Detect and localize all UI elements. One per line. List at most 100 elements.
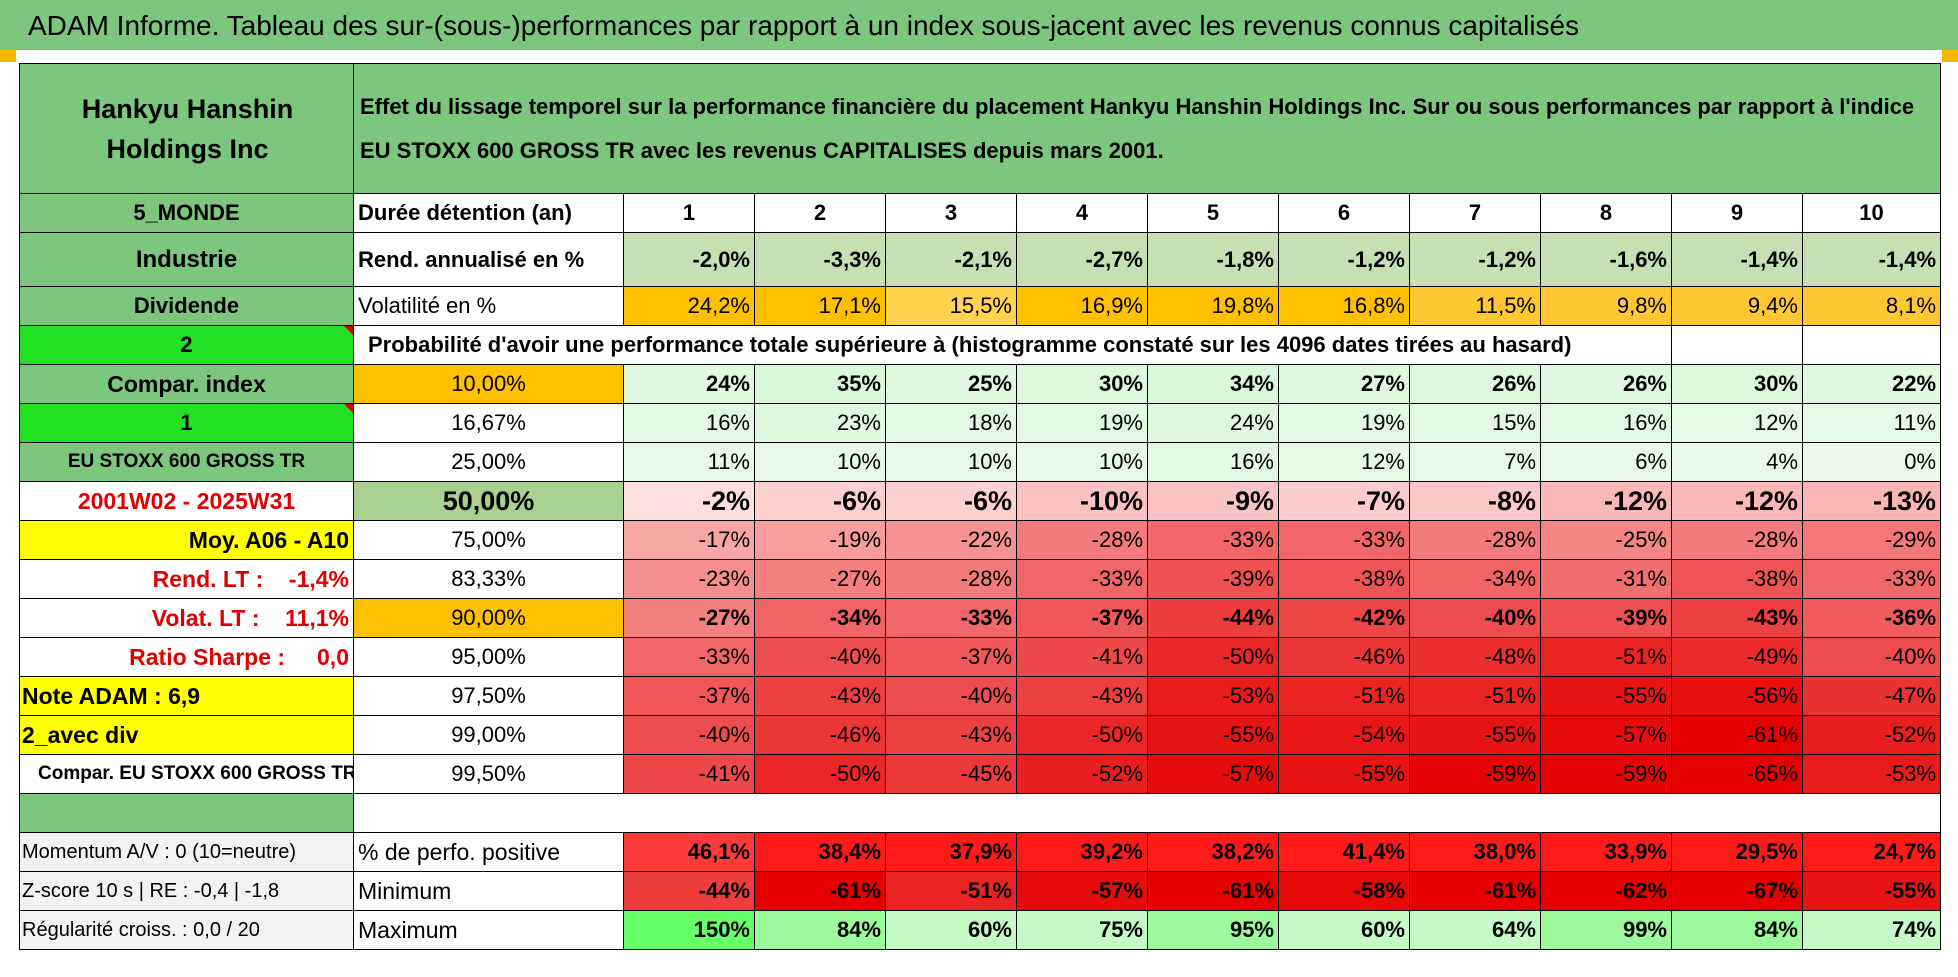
year-header: 4 <box>1016 193 1148 233</box>
stat-value-min: -61% <box>754 871 886 911</box>
probability-value: -57% <box>1147 754 1279 794</box>
vol-value: 16,9% <box>1016 286 1148 326</box>
sidebar-num2[interactable]: 1 <box>19 403 354 443</box>
probability-value: 10% <box>1016 442 1148 482</box>
spacer-cell <box>19 793 354 833</box>
vol-value: 8,1% <box>1801 286 1942 326</box>
stat-momentum: Momentum A/V : 0 (10=neutre) <box>19 832 354 872</box>
probability-value: -47% <box>1801 676 1942 716</box>
probability-value: -28% <box>1016 520 1148 560</box>
probability-value: 4% <box>1671 442 1803 482</box>
stat-value-pct-pos: 37,9% <box>885 832 1017 872</box>
probability-value: 25% <box>885 364 1017 404</box>
probability-value: -8% <box>1409 481 1541 521</box>
stat-value-pct-pos: 41,4% <box>1278 832 1410 872</box>
stat-value-max: 84% <box>1671 910 1803 950</box>
stat-value-max: 150% <box>623 910 755 950</box>
probability-value: -46% <box>754 715 886 755</box>
probability-value: 30% <box>1671 364 1803 404</box>
probability-value: -57% <box>1540 715 1672 755</box>
probability-value: -53% <box>1801 754 1942 794</box>
probability-value: 23% <box>754 403 886 443</box>
stat-value-max: 95% <box>1147 910 1279 950</box>
year-header: 8 <box>1540 193 1672 233</box>
threshold-cell: 99,50% <box>353 754 624 794</box>
year-header: 7 <box>1409 193 1541 233</box>
stat-value-max: 64% <box>1409 910 1541 950</box>
probability-value: -29% <box>1801 520 1942 560</box>
rend-value: -1,4% <box>1671 232 1803 287</box>
probability-value: -33% <box>1801 559 1942 599</box>
corner-marker-left <box>0 50 16 62</box>
probability-value: -23% <box>623 559 755 599</box>
probability-value: -37% <box>885 637 1017 677</box>
probability-value: 15% <box>1409 403 1541 443</box>
table-description: Effet du lissage temporel sur la perform… <box>352 63 1942 194</box>
probability-value: -51% <box>1540 637 1672 677</box>
probability-value: 26% <box>1540 364 1672 404</box>
probability-value: -49% <box>1671 637 1803 677</box>
probability-value: -13% <box>1801 481 1942 521</box>
selector-cell-2[interactable]: 2 <box>19 325 354 365</box>
sidebar-compar: Compar. EU STOXX 600 GROSS TR <box>19 754 354 794</box>
vol-value: 16,8% <box>1278 286 1410 326</box>
probability-value: -22% <box>885 520 1017 560</box>
probability-value: -33% <box>885 598 1017 638</box>
vol-value: 9,8% <box>1540 286 1672 326</box>
probability-value: 34% <box>1147 364 1279 404</box>
report-title: ADAM Informe. Tableau des sur-(sous-)per… <box>0 0 1958 50</box>
probability-value: -17% <box>623 520 755 560</box>
stat-value-max: 84% <box>754 910 886 950</box>
probability-value: 11% <box>1801 403 1942 443</box>
probability-value: -33% <box>1016 559 1148 599</box>
stat-value-min: -57% <box>1016 871 1148 911</box>
stat-value-min: -58% <box>1278 871 1410 911</box>
stat-value-max: 99% <box>1540 910 1672 950</box>
probability-value: -7% <box>1278 481 1410 521</box>
probability-value: -43% <box>754 676 886 716</box>
probability-value: -12% <box>1671 481 1803 521</box>
threshold-cell: 90,00% <box>353 598 624 638</box>
year-header: 2 <box>754 193 886 233</box>
year-header: 9 <box>1671 193 1803 233</box>
region-cell: 5_MONDE <box>19 193 354 233</box>
probability-value: -19% <box>754 520 886 560</box>
probability-value: -33% <box>1147 520 1279 560</box>
stat-value-pct-pos: 46,1% <box>623 832 755 872</box>
duree-label: Durée détention (an) <box>353 193 624 233</box>
probability-value: -40% <box>623 715 755 755</box>
probability-value: -54% <box>1278 715 1410 755</box>
probability-value: 18% <box>885 403 1017 443</box>
probability-value: 7% <box>1409 442 1541 482</box>
probability-value: -33% <box>623 637 755 677</box>
probability-value: 16% <box>623 403 755 443</box>
probability-value: -42% <box>1278 598 1410 638</box>
threshold-cell: 75,00% <box>353 520 624 560</box>
rend-value: -2,0% <box>623 232 755 287</box>
probability-value: 19% <box>1016 403 1148 443</box>
probability-value: 10% <box>885 442 1017 482</box>
stat-value-min: -67% <box>1671 871 1803 911</box>
probability-value: -55% <box>1409 715 1541 755</box>
stat-value-min: -55% <box>1801 871 1942 911</box>
probability-value: -39% <box>1147 559 1279 599</box>
probability-value: -50% <box>754 754 886 794</box>
probability-value: -6% <box>754 481 886 521</box>
probability-value: 30% <box>1016 364 1148 404</box>
vol-value: 9,4% <box>1671 286 1803 326</box>
vol-value: 11,5% <box>1409 286 1541 326</box>
vol-value: 24,2% <box>623 286 755 326</box>
stat-value-pct-pos: 33,9% <box>1540 832 1672 872</box>
probability-value: -28% <box>1409 520 1541 560</box>
stat-value-min: -61% <box>1409 871 1541 911</box>
probability-value: -51% <box>1278 676 1410 716</box>
sidebar-index-name: EU STOXX 600 GROSS TR <box>19 442 354 482</box>
probability-value: -40% <box>885 676 1017 716</box>
company-name: Hankyu Hanshin Holdings Inc <box>19 63 354 194</box>
probability-value: -48% <box>1409 637 1541 677</box>
rend-value: -2,7% <box>1016 232 1148 287</box>
probability-value: -34% <box>1409 559 1541 599</box>
threshold-cell: 25,00% <box>353 442 624 482</box>
stat-value-pct-pos: 38,0% <box>1409 832 1541 872</box>
corner-marker-right <box>1942 50 1958 62</box>
